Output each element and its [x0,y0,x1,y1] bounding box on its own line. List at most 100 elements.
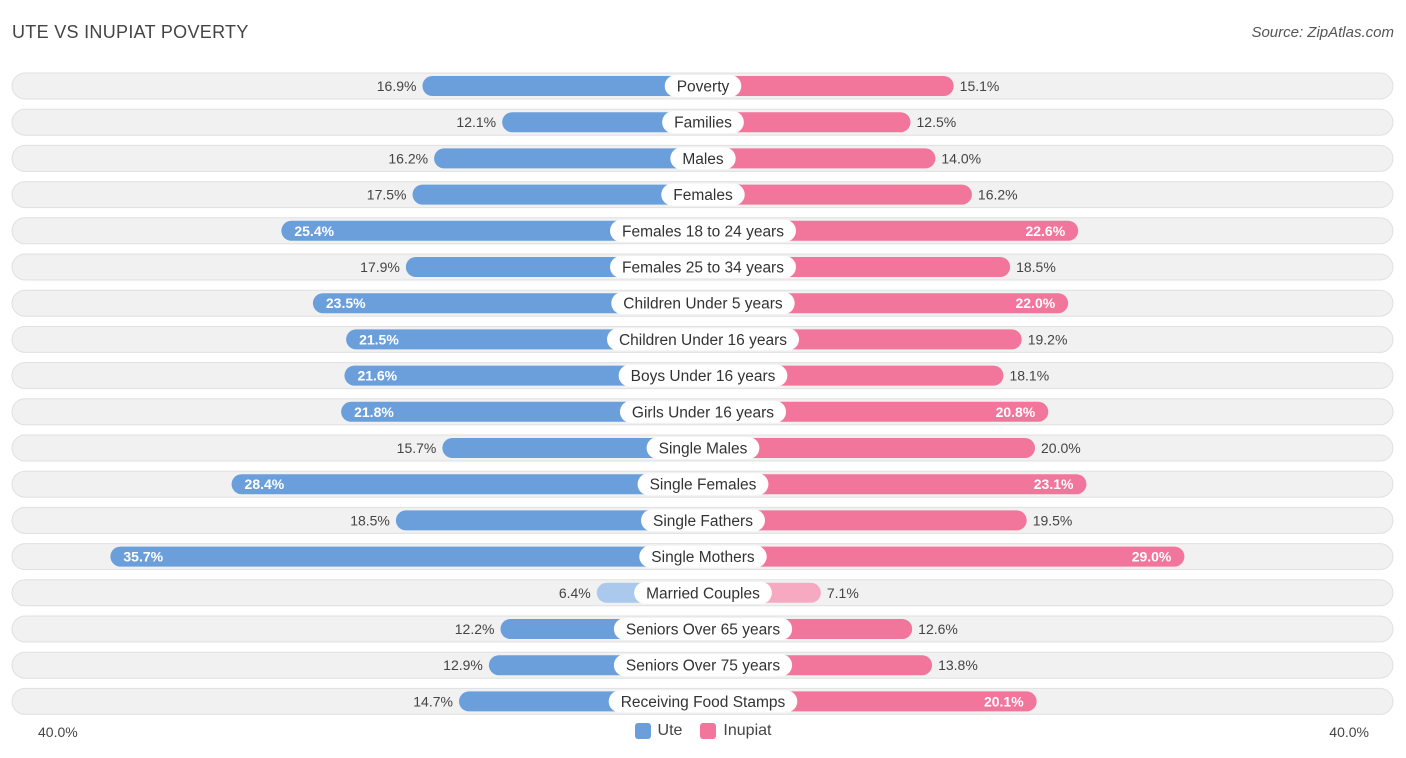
category-label: Males [682,151,724,168]
value-label-inupiat: 18.5% [1016,259,1056,275]
value-label-ute: 25.4% [294,223,334,239]
legend-item-inupiat[interactable]: Inupiat [700,722,771,740]
category-label: Married Couples [646,585,760,602]
category-pill [639,545,767,568]
legend-item-ute[interactable]: Ute [634,722,683,740]
category-pill [637,473,769,496]
value-label-ute: 12.1% [456,114,496,130]
bar-ute [341,401,703,422]
category-pill [664,75,742,97]
bar-inupiat [703,510,1027,531]
category-label: Receiving Food Stamps [621,694,786,711]
bar-inupiat [703,148,936,169]
category-pill [646,437,760,459]
category-pill [662,111,744,134]
value-label-inupiat: 19.2% [1028,331,1068,347]
category-pill [613,618,793,640]
bar-ute [502,112,703,133]
value-label-ute: 23.5% [326,295,366,311]
legend: Ute Inupiat [0,722,1406,740]
bar-inupiat [703,112,911,133]
category-label: Girls Under 16 years [632,404,774,421]
value-label-ute: 21.6% [357,368,397,384]
value-label-inupiat: 18.1% [1009,368,1049,384]
bar-ute [395,510,703,531]
value-label-inupiat: 12.5% [917,114,957,130]
bar-inupiat [703,474,1087,495]
bar-ute [434,148,703,169]
bar-ute [110,546,703,567]
value-label-inupiat: 20.8% [996,404,1036,420]
value-label-inupiat: 14.0% [941,150,981,166]
value-label-inupiat: 19.5% [1033,512,1073,528]
axis-right-label: 40.0% [1329,724,1369,740]
category-label: Seniors Over 75 years [626,658,780,675]
category-label: Single Fathers [653,513,753,530]
value-label-ute: 21.5% [359,331,399,347]
category-pill [611,292,795,315]
value-label-ute: 12.2% [455,621,495,637]
bar-inupiat [703,401,1049,422]
value-label-ute: 14.7% [413,693,453,709]
legend-label-inupiat: Inupiat [723,722,772,739]
value-label-inupiat: 7.1% [827,585,859,601]
category-pill [610,256,796,278]
category-label: Seniors Over 65 years [626,622,780,639]
axis-left-label: 40.0% [38,724,78,740]
category-label: Children Under 5 years [623,296,783,313]
bar-ute [281,220,703,241]
bar-ute [442,438,703,458]
category-pill [606,328,800,351]
bar-inupiat [703,438,1035,458]
value-label-inupiat: 23.1% [1034,476,1074,492]
category-label: Females 25 to 34 years [622,260,784,277]
category-pill [608,690,798,713]
category-label: Poverty [677,79,730,96]
category-label: Females [673,187,733,204]
source-note: Source: ZipAtlas.com [1251,24,1394,41]
bar-ute [312,293,703,314]
value-label-ute: 15.7% [397,440,437,456]
bar-ute [412,184,703,205]
value-label-inupiat: 12.6% [918,621,958,637]
category-label: Families [674,115,732,132]
bar-ute [422,76,703,96]
bar-inupiat [703,184,972,205]
category-label: Single Mothers [651,549,755,566]
category-label: Females 18 to 24 years [622,223,784,240]
bar-inupiat [703,76,954,96]
value-label-inupiat: 22.6% [1025,223,1065,239]
value-label-inupiat: 20.1% [984,693,1024,709]
value-label-ute: 16.2% [388,150,428,166]
category-pill [613,654,793,677]
value-label-inupiat: 20.0% [1041,440,1081,456]
legend-swatch-ute [634,723,651,739]
category-label: Boys Under 16 years [631,368,776,385]
value-label-ute: 18.5% [350,512,390,528]
value-label-ute: 16.9% [377,78,417,94]
value-label-inupiat: 13.8% [938,657,978,673]
bar-inupiat [703,220,1079,241]
value-label-ute: 17.9% [360,259,400,275]
category-pill [610,219,796,242]
category-label: Single Females [650,477,757,494]
category-label: Single Males [659,441,748,458]
value-label-ute: 17.5% [367,187,407,203]
bar-inupiat [703,546,1185,567]
category-pill [670,147,736,170]
chart-title: UTE VS INUPIAT POVERTY [12,22,249,42]
value-label-ute: 28.4% [245,476,285,492]
legend-swatch-inupiat [700,723,717,739]
legend-label-ute: Ute [657,722,683,739]
category-pill [619,400,787,423]
bar-ute [344,365,703,386]
value-label-ute: 12.9% [443,657,483,673]
value-label-ute: 35.7% [123,549,163,565]
category-pill [618,364,788,387]
value-label-ute: 21.8% [354,404,394,420]
bar-ute [231,474,703,495]
value-label-inupiat: 22.0% [1015,295,1055,311]
value-label-inupiat: 15.1% [960,78,1000,94]
category-pill [634,581,772,604]
